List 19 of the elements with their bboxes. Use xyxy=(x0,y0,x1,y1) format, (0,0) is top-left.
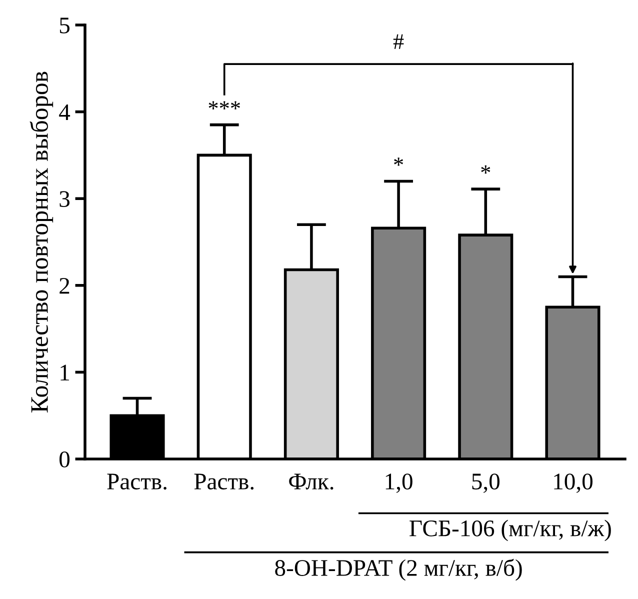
annotation: * xyxy=(394,158,404,166)
text: 8-OH-DPAT (2 мг/кг, в/б) xyxy=(275,558,522,581)
y-tick-label: 4 xyxy=(59,104,70,120)
annotation: * xyxy=(481,165,490,174)
y-tick-label: 2 xyxy=(60,278,70,294)
x-tick-label: Раств. xyxy=(107,474,166,490)
annotation: *** xyxy=(208,101,240,110)
annotation: # xyxy=(393,34,404,49)
x-tick-label: 10,0 xyxy=(554,474,592,493)
y-axis-title: Количество повторных выборов xyxy=(30,72,54,412)
x-tick-label: Флк. xyxy=(289,474,334,490)
x-tick-label: Раств. xyxy=(194,474,254,490)
y-tick-label: 5 xyxy=(60,18,70,34)
x-tick-label: 1,0 xyxy=(386,474,412,493)
y-tick-label: 0 xyxy=(60,451,70,468)
x-tick-label: 5,0 xyxy=(472,474,500,493)
text: ГСБ-106 (мг/кг, в/ж) xyxy=(410,520,611,542)
y-tick-label: 1 xyxy=(60,364,69,380)
y-tick-label: 3 xyxy=(60,191,70,208)
